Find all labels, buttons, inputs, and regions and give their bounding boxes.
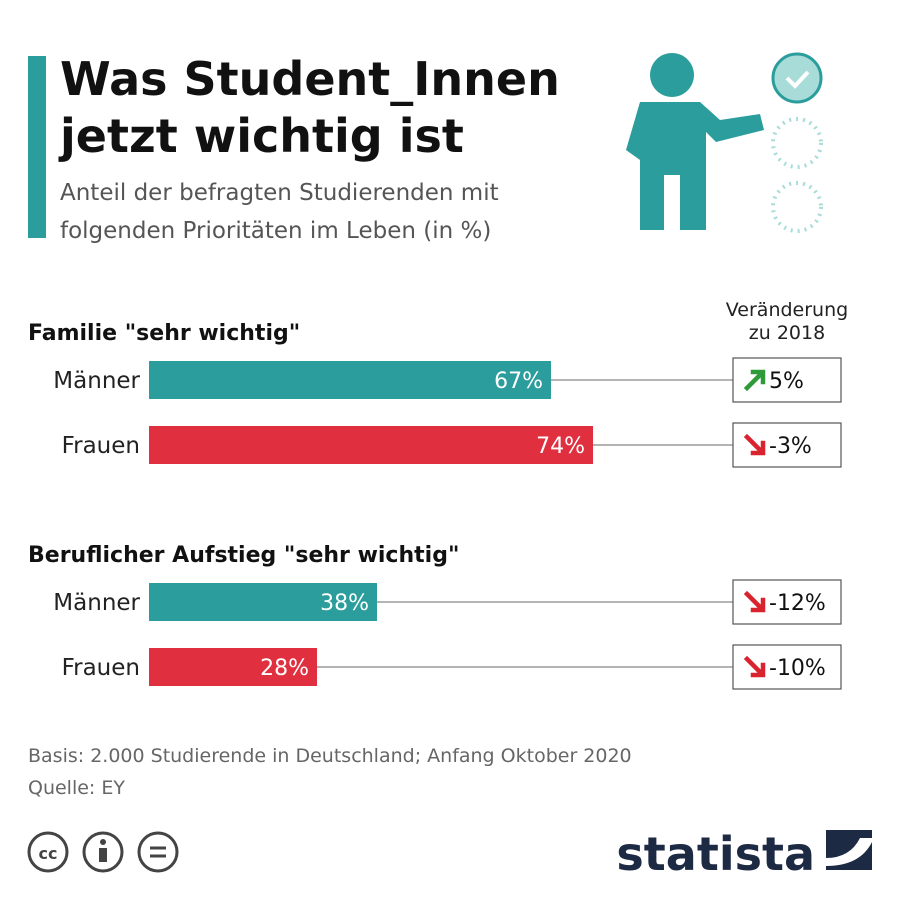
panel-title: Beruflicher Aufstieg "sehr wichtig" bbox=[28, 543, 459, 568]
brand-mark bbox=[826, 830, 872, 870]
brand: statista bbox=[616, 827, 815, 881]
change-arrow bbox=[743, 433, 766, 456]
change-arrow bbox=[743, 369, 766, 392]
category-label: Frauen bbox=[62, 655, 140, 681]
change-header: Veränderung bbox=[726, 299, 848, 321]
value-label: 38% bbox=[320, 591, 369, 616]
bar bbox=[149, 426, 593, 464]
value-label: 67% bbox=[494, 369, 543, 394]
change-label: -12% bbox=[769, 591, 826, 616]
change-label: -3% bbox=[769, 434, 812, 459]
change-arrow bbox=[743, 655, 766, 678]
change-label: -10% bbox=[769, 656, 826, 681]
change-box bbox=[732, 357, 842, 403]
panel-title: Familie "sehr wichtig" bbox=[28, 321, 300, 346]
category-label: Männer bbox=[53, 590, 140, 616]
subtitle: Anteil der befragten Studierenden mit bbox=[60, 180, 499, 206]
category-label: Frauen bbox=[62, 433, 140, 459]
value-label: 74% bbox=[536, 434, 585, 459]
change-box bbox=[732, 422, 842, 468]
change-box bbox=[732, 579, 842, 625]
bar bbox=[149, 583, 377, 621]
title: jetzt wichtig ist bbox=[58, 109, 464, 163]
license-icons: cc bbox=[27, 831, 179, 873]
bar bbox=[149, 361, 551, 399]
value-label: 28% bbox=[260, 656, 309, 681]
change-box bbox=[732, 644, 842, 690]
change-header: zu 2018 bbox=[749, 322, 825, 344]
change-label: 5% bbox=[769, 369, 804, 394]
footnote: Quelle: EY bbox=[28, 777, 125, 799]
icon-person bbox=[626, 52, 823, 233]
footnote: Basis: 2.000 Studierende in Deutschland;… bbox=[28, 745, 632, 767]
svg-text:cc: cc bbox=[39, 844, 58, 863]
title-accent bbox=[28, 56, 46, 238]
title: Was Student_Innen bbox=[60, 52, 560, 106]
change-arrow bbox=[743, 590, 766, 613]
bar bbox=[149, 648, 317, 686]
subtitle: folgenden Prioritäten im Leben (in %) bbox=[60, 218, 491, 244]
category-label: Männer bbox=[53, 368, 140, 394]
